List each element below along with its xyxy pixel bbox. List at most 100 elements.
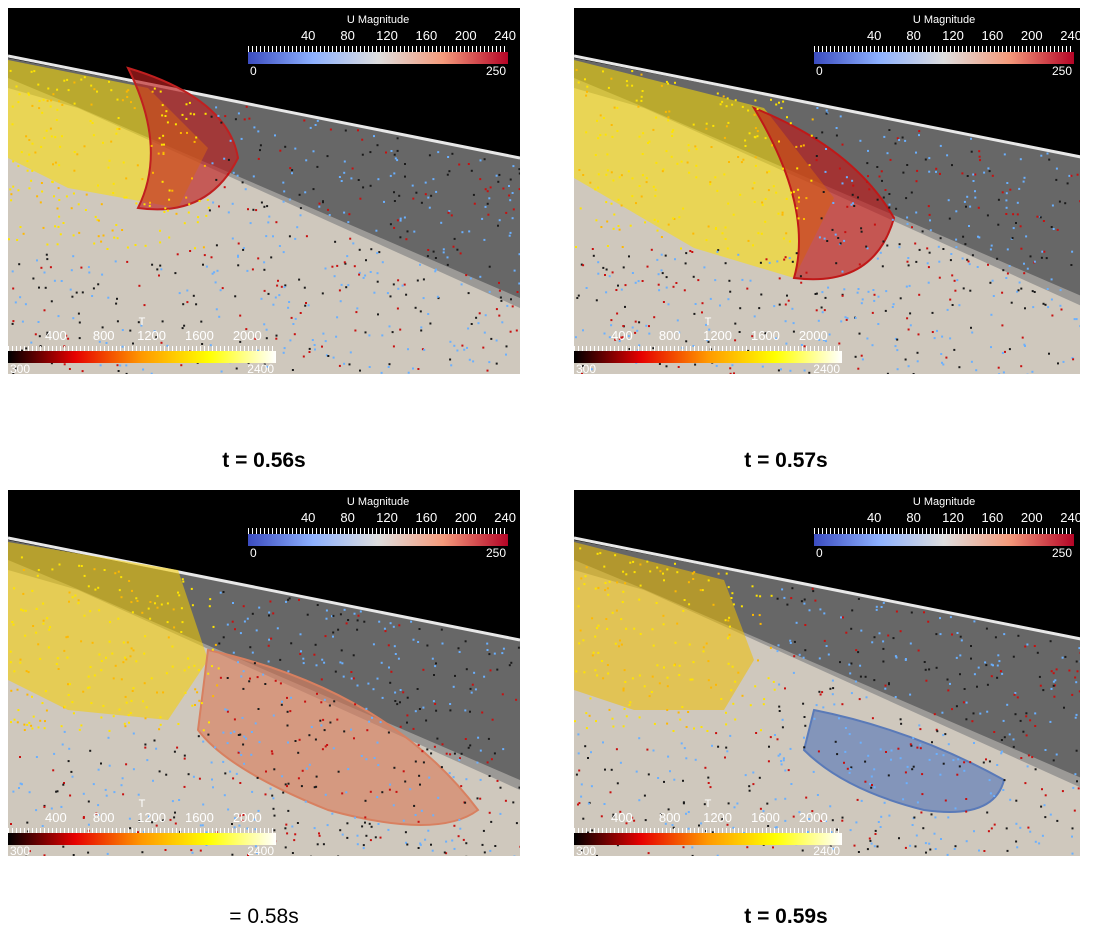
hot-gas-plume [574, 542, 754, 710]
velocity-tick-label: 120 [942, 28, 964, 43]
temperature-colorbar: T 400 800 1200 1600 2000 300 2400 [574, 798, 842, 856]
temperature-color-gradient [574, 833, 842, 845]
temperature-min-label: 300 [576, 362, 597, 374]
temperature-tick-label: 2000 [798, 328, 828, 343]
temperature-colorbar-title: T [138, 798, 146, 810]
temperature-tick-label: 1200 [137, 810, 167, 825]
velocity-tick-label: 120 [376, 510, 398, 525]
velocity-tick-label: 240 [1060, 510, 1080, 525]
velocity-colorbar: U Magnitude 40 80 120 160 200 240 0 250 [248, 496, 516, 560]
duct-edge [8, 536, 520, 642]
velocity-tick-label: 200 [454, 510, 477, 525]
velocity-colorbar: U Magnitude 40 80 120 160 200 240 0 250 [814, 14, 1080, 78]
sim-panel-4: U Magnitude 40 80 120 160 200 240 0 250 T 400 800 1… [574, 490, 1080, 856]
velocity-tick-label: 120 [942, 510, 964, 525]
velocity-tick-label: 240 [1060, 28, 1080, 43]
temperature-min-label: 300 [10, 362, 31, 374]
velocity-minor-ticks [248, 46, 508, 52]
time-caption-1: t = 0.56s [222, 449, 306, 472]
velocity-min-label: 0 [816, 546, 823, 560]
temperature-colorbar: T 400 800 1200 1600 2000 300 2400 [574, 316, 842, 374]
velocity-color-gradient [248, 52, 508, 64]
flame-front-surface [196, 648, 480, 826]
temperature-minor-ticks [574, 346, 842, 352]
velocity-colorbar: U Magnitude 40 80 120 160 200 240 0 250 [814, 496, 1080, 560]
temperature-tick-label: 1600 [184, 810, 214, 825]
temperature-tick-label: 1200 [703, 328, 733, 343]
velocity-max-label: 250 [485, 546, 506, 560]
velocity-min-label: 0 [250, 64, 257, 78]
flame-front-surface [751, 105, 896, 281]
velocity-tick-label: 40 [866, 510, 882, 525]
flow-scene [574, 54, 1080, 374]
temperature-max-label: 2400 [247, 362, 274, 374]
temperature-tick-label: 2000 [232, 810, 262, 825]
sim-panel-2: U Magnitude 40 80 120 160 200 240 0 250 T 400 800 1… [574, 8, 1080, 374]
velocity-tick-label: 40 [300, 510, 316, 525]
velocity-tick-label: 160 [415, 510, 438, 525]
velocity-minor-ticks [814, 528, 1074, 534]
temperature-max-label: 2400 [813, 844, 840, 856]
velocity-color-gradient [248, 534, 508, 546]
velocity-tick-label: 120 [376, 28, 398, 43]
temperature-tick-label: 1200 [137, 328, 167, 343]
velocity-colorbar: U Magnitude 40 80 120 160 200 240 0 250 [248, 14, 516, 78]
flow-scene [574, 536, 1080, 856]
temperature-minor-ticks [8, 346, 276, 352]
time-caption-3: = 0.58s [229, 905, 299, 928]
sim-panel-1: U Magnitude 40 80 120 160 200 240 0 250 T 400 800 1… [8, 8, 520, 374]
temperature-minor-ticks [574, 828, 842, 834]
velocity-colorbar-title: U Magnitude [912, 496, 976, 508]
velocity-tick-label: 200 [454, 28, 477, 43]
flame-front-surface [802, 708, 1006, 813]
temperature-tick-label: 400 [610, 810, 633, 825]
temperature-max-label: 2400 [813, 362, 840, 374]
temperature-color-gradient [574, 351, 842, 363]
velocity-max-label: 250 [1051, 64, 1072, 78]
temperature-colorbar-title: T [704, 316, 712, 328]
sim-panel-3: U Magnitude 40 80 120 160 200 240 0 250 T 400 800 1… [8, 490, 520, 856]
temperature-colorbar-title: T [704, 798, 712, 810]
temperature-tick-label: 1600 [750, 328, 780, 343]
velocity-tick-label: 160 [981, 510, 1004, 525]
flow-scene [8, 536, 520, 856]
velocity-colorbar-title: U Magnitude [346, 496, 410, 508]
velocity-min-label: 0 [250, 546, 257, 560]
temperature-tick-label: 400 [44, 810, 67, 825]
velocity-colorbar-title: U Magnitude [346, 14, 410, 26]
time-caption-4: t = 0.59s [744, 905, 828, 928]
temperature-tick-label: 800 [92, 328, 115, 343]
temperature-tick-label: 1600 [184, 328, 214, 343]
velocity-tick-label: 160 [415, 28, 438, 43]
velocity-min-label: 0 [816, 64, 823, 78]
time-caption-2: t = 0.57s [744, 449, 828, 472]
velocity-tick-label: 200 [1020, 28, 1043, 43]
temperature-color-gradient [8, 351, 276, 363]
velocity-max-label: 250 [485, 64, 506, 78]
temperature-tick-label: 1600 [750, 810, 780, 825]
temperature-tick-label: 800 [92, 810, 115, 825]
temperature-tick-label: 400 [44, 328, 67, 343]
flow-scene [8, 54, 520, 374]
temperature-max-label: 2400 [247, 844, 274, 856]
velocity-minor-ticks [248, 528, 508, 534]
duct-edge [8, 54, 520, 160]
velocity-colorbar-title: U Magnitude [912, 14, 976, 26]
velocity-minor-ticks [814, 46, 1074, 52]
velocity-color-gradient [814, 534, 1074, 546]
duct-edge [574, 536, 1080, 641]
temperature-colorbar: T 400 800 1200 1600 2000 300 2400 [8, 798, 276, 856]
velocity-tick-label: 200 [1020, 510, 1043, 525]
temperature-colorbar-title: T [138, 316, 146, 328]
velocity-tick-label: 80 [906, 28, 921, 43]
temperature-tick-label: 2000 [232, 328, 262, 343]
temperature-minor-ticks [8, 828, 276, 834]
particle-cloud [9, 556, 520, 856]
velocity-max-label: 250 [1051, 546, 1072, 560]
flame-front-surface [126, 66, 240, 211]
duct-edge [574, 54, 1080, 159]
velocity-tick-label: 80 [340, 28, 355, 43]
temperature-tick-label: 400 [610, 328, 633, 343]
temperature-min-label: 300 [576, 844, 597, 856]
temperature-color-gradient [8, 833, 276, 845]
